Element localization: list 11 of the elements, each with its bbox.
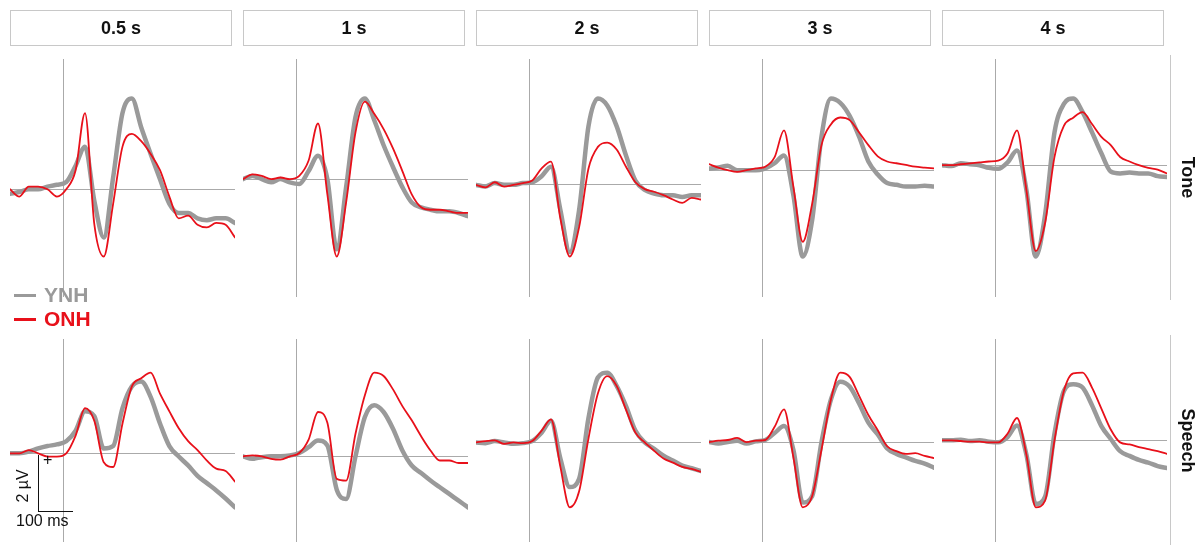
legend-label: YNH [44, 283, 89, 307]
chart-title: 0.5 s [10, 10, 232, 46]
annotation: 2 µV [13, 469, 32, 503]
text: Speech [1177, 407, 1198, 473]
chart-title: 3 s [709, 10, 931, 46]
chart-title: 4 s [942, 10, 1164, 46]
legend-label: ONH [44, 307, 91, 331]
text: Tone [1177, 156, 1199, 199]
chart-title: 1 s [243, 10, 465, 46]
chart-title: 2 s [476, 10, 698, 46]
text: 100 ms [16, 512, 69, 530]
